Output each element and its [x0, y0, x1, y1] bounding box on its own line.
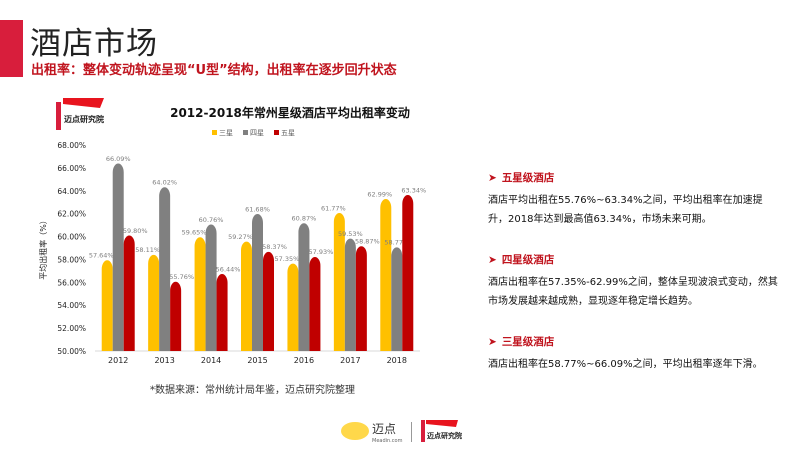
brand-research: 迈点研究院	[427, 431, 462, 440]
x-tick-label: 2012	[108, 356, 128, 365]
data-label: 59.27%	[228, 233, 253, 241]
data-label: 58.77%	[384, 239, 409, 247]
x-tick-label: 2014	[201, 356, 221, 365]
x-tick-label: 2015	[247, 356, 267, 365]
bar-三星	[287, 263, 299, 351]
bar-五星	[216, 273, 228, 351]
section-heading: 四星级酒店	[501, 254, 555, 266]
title-accent-bar	[0, 20, 23, 77]
data-label: 62.99%	[367, 190, 392, 198]
page-subtitle: 出租率：整体变动轨迹呈现“U型”结构，出租率在逐步回升状态	[31, 63, 397, 78]
bar-五星	[402, 195, 414, 351]
data-label: 59.80%	[123, 227, 148, 235]
bar-五星	[355, 246, 367, 351]
y-tick-label: 54.00%	[57, 301, 86, 310]
legend-swatch	[212, 130, 217, 135]
data-label: 64.02%	[152, 179, 177, 187]
chart-title: 2012-2018年常州星级酒店平均出租率变动	[170, 106, 410, 120]
section-three-star: ➤ 三星级酒店 酒店出租率在58.77%~66.09%之间，平均出租率逐年下滑。	[488, 334, 778, 374]
data-label: 58.11%	[135, 246, 160, 254]
data-label: 57.64%	[89, 252, 114, 260]
meadin-eye-icon	[341, 422, 369, 440]
bar-三星	[241, 241, 252, 351]
bar-三星	[148, 254, 160, 351]
y-tick-label: 58.00%	[57, 255, 86, 264]
data-label: 58.87%	[355, 237, 380, 245]
page-title: 酒店市场	[30, 26, 158, 62]
data-label: 61.77%	[321, 204, 346, 212]
brand-meadin: 迈点	[372, 422, 396, 436]
bar-五星	[123, 235, 135, 351]
arrow-bullet-icon: ➤	[488, 336, 497, 348]
bar-四星	[298, 223, 310, 351]
y-tick-label: 50.00%	[57, 347, 86, 356]
legend-label: 三星	[219, 129, 233, 137]
section-five-star: ➤ 五星级酒店 酒店平均出租在55.76%~63.34%之间，平均出租率在加速提升…	[488, 170, 778, 229]
legend-swatch	[274, 130, 279, 135]
x-tick-label: 2018	[387, 356, 407, 365]
legend-label: 四星	[250, 129, 264, 137]
data-label: 60.87%	[292, 215, 317, 223]
section-heading: 五星级酒店	[501, 172, 555, 184]
section-text: 酒店出租率在58.77%~66.09%之间，平均出租率逐年下滑。	[488, 359, 763, 370]
bar-四星	[344, 238, 356, 351]
bar-四星	[112, 163, 124, 351]
x-tick-label: 2013	[154, 356, 174, 365]
bar-五星	[263, 251, 274, 351]
lighthouse-icon	[421, 420, 425, 442]
y-tick-label: 68.00%	[57, 141, 86, 150]
data-label: 63.34%	[401, 186, 426, 194]
legend-swatch	[243, 130, 248, 135]
y-tick-label: 66.00%	[57, 164, 86, 173]
brand-meadin-url: Meadin.com	[372, 438, 403, 444]
section-text: 酒店出租率在57.35%-62.99%之间，整体呈现波浪式变动，然其市场发展越来…	[488, 277, 778, 307]
data-label: 66.09%	[106, 155, 131, 163]
data-label: 57.35%	[275, 255, 300, 263]
y-tick-label: 60.00%	[57, 233, 86, 242]
y-axis-label: 平均出租率（%）	[38, 216, 48, 280]
arrow-bullet-icon: ➤	[488, 172, 497, 184]
data-label: 56.44%	[216, 265, 241, 273]
bar-四星	[205, 224, 217, 351]
data-label: 58.37%	[262, 243, 287, 251]
bar-四星	[391, 247, 403, 351]
bar-四星	[252, 214, 263, 351]
lighthouse-logo-icon: 迈点研究院	[56, 98, 104, 130]
analysis-panel: ➤ 五星级酒店 酒店平均出租在55.76%~63.34%之间，平均出租率在加速提升…	[488, 170, 778, 397]
bar-三星	[194, 237, 206, 351]
bar-五星	[309, 256, 321, 351]
bar-三星	[333, 212, 345, 351]
data-source-note: *数据来源：常州统计局年鉴，迈点研究院整理	[150, 385, 355, 396]
data-label: 57.93%	[309, 248, 334, 256]
research-logo: 迈点研究院	[52, 96, 106, 130]
arrow-bullet-icon: ➤	[488, 254, 497, 266]
footer-logos: 迈点 Meadin.com 迈点研究院	[340, 418, 480, 444]
section-heading: 三星级酒店	[501, 336, 555, 348]
x-tick-label: 2016	[294, 356, 314, 365]
bar-五星	[170, 281, 182, 351]
bar-三星	[101, 260, 113, 351]
x-tick-label: 2017	[340, 356, 360, 365]
bar-四星	[159, 187, 171, 351]
data-label: 61.68%	[245, 205, 270, 213]
y-tick-label: 64.00%	[57, 187, 86, 196]
y-tick-label: 52.00%	[57, 324, 86, 333]
y-tick-label: 56.00%	[57, 278, 86, 287]
y-tick-label: 62.00%	[57, 210, 86, 219]
logo-text: 迈点研究院	[64, 114, 104, 124]
section-text: 酒店平均出租在55.76%~63.34%之间，平均出租率在加速提升，2018年达…	[488, 195, 763, 225]
data-label: 59.53%	[338, 230, 363, 238]
section-four-star: ➤ 四星级酒店 酒店出租率在57.35%-62.99%之间，整体呈现波浪式变动，然…	[488, 252, 778, 311]
data-label: 55.76%	[169, 273, 194, 281]
data-label: 59.65%	[182, 229, 207, 237]
legend-label: 五星	[281, 129, 295, 137]
bar-三星	[380, 199, 392, 351]
data-label: 60.76%	[199, 216, 224, 224]
